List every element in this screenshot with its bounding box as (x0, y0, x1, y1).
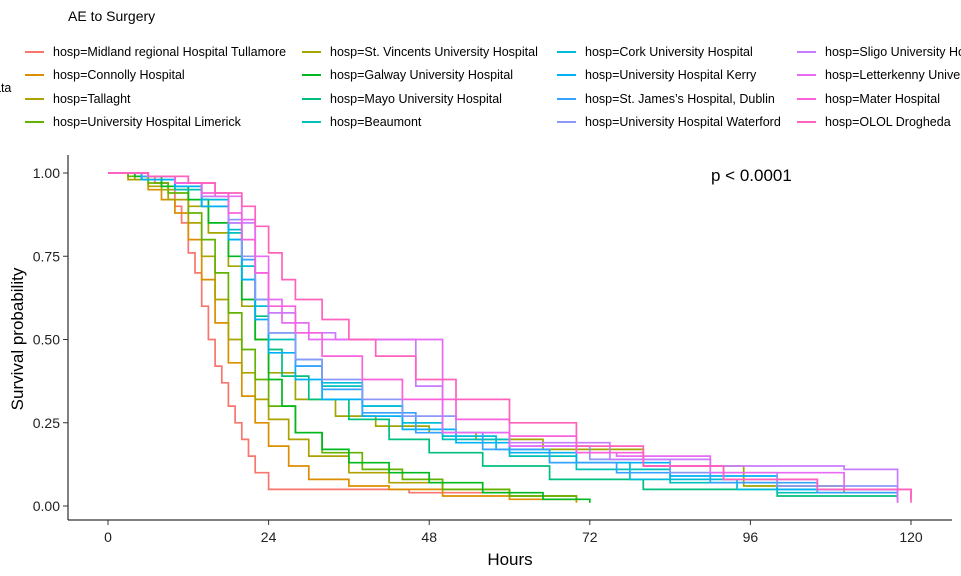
legend-label: hosp=OLOL Drogheda (825, 115, 951, 129)
survival-curve (108, 172, 578, 503)
x-tick-label: 120 (899, 529, 923, 545)
x-tick-label: 48 (421, 529, 437, 545)
y-tick-label: 0.75 (33, 248, 60, 264)
survival-curve (108, 172, 578, 500)
legend-label: hosp=St. Vincents University Hospital (330, 45, 538, 59)
y-axis-label: Survival probability (8, 267, 27, 410)
legend-label: hosp=Tallaght (53, 92, 131, 106)
y-tick-label: 0.00 (33, 498, 60, 514)
legend-label: hosp=Mater Hospital (825, 92, 940, 106)
survival-curve (108, 172, 591, 503)
legend-item: hosp=Sligo University Hospital (797, 45, 961, 59)
x-tick-label: 0 (104, 529, 112, 545)
legend-title: AE to Surgery (68, 8, 155, 24)
x-axis-label: Hours (487, 550, 532, 569)
legend-item: hosp=OLOL Drogheda (797, 115, 951, 129)
legend-item: hosp=Mayo University Hospital (302, 92, 502, 106)
legend-label: hosp=Letterkenny University Hospital (825, 68, 961, 82)
legend-item: hosp=Cork University Hospital (557, 45, 753, 59)
x-tick-label: 96 (743, 529, 759, 545)
legend-label: hosp=Connolly Hospital (53, 68, 185, 82)
survival-curve (108, 172, 899, 500)
survival-curve (108, 172, 899, 500)
survival-curves (108, 172, 912, 503)
legend-item: hosp=Beaumont (302, 115, 422, 129)
legend-item: hosp=Tallaght (25, 92, 131, 106)
legend-item: hosp=University Hospital Waterford (557, 115, 781, 129)
legend-label: hosp=St. James’s Hospital, Dublin (585, 92, 775, 106)
legend-item: hosp=St. James’s Hospital, Dublin (557, 92, 775, 106)
legend: hosp=Midland regional Hospital Tullamore… (25, 45, 961, 129)
legend-label: hosp=University Hospital Kerry (585, 68, 757, 82)
p-value-annotation: p < 0.0001 (711, 166, 792, 185)
legend-label: hosp=University Hospital Waterford (585, 115, 781, 129)
y-axis-ticks: 0.00 0.25 0.50 0.75 1.00 (33, 165, 68, 514)
x-tick-label: 24 (261, 529, 277, 545)
survival-curve (108, 172, 578, 500)
survival-curve (108, 172, 845, 493)
x-axis-ticks: 0 24 48 72 96 120 (104, 520, 923, 545)
legend-item: hosp=Connolly Hospital (25, 68, 185, 82)
legend-item: hosp=Mater Hospital (797, 92, 940, 106)
legend-label: hosp=University Hospital Limerick (53, 115, 242, 129)
legend-item: hosp=Midland regional Hospital Tullamore (25, 45, 286, 59)
x-tick-label: 72 (582, 529, 598, 545)
legend-label: hosp=Mayo University Hospital (330, 92, 502, 106)
survival-curve (108, 172, 899, 500)
survival-curve (108, 172, 899, 500)
legend-item: hosp=University Hospital Kerry (557, 68, 757, 82)
legend-item: hosp=Letterkenny University Hospital (797, 68, 961, 82)
legend-label: hosp=Midland regional Hospital Tullamore (53, 45, 286, 59)
survival-curve (108, 172, 912, 503)
legend-item: hosp=Galway University Hospital (302, 68, 513, 82)
legend-item: hosp=University Hospital Limerick (25, 115, 242, 129)
plot-area: 0 24 48 72 96 120 0.00 0.25 0.50 0.75 1.00 (33, 155, 952, 545)
survival-curve (108, 172, 899, 500)
legend-label: hosp=Cork University Hospital (585, 45, 753, 59)
legend-label: hosp=Beaumont (330, 115, 422, 129)
legend-item: hosp=St. Vincents University Hospital (302, 45, 538, 59)
legend-label: hosp=Sligo University Hospital (825, 45, 961, 59)
y-tick-label: 1.00 (33, 165, 60, 181)
legend-label: hosp=Galway University Hospital (330, 68, 513, 82)
legend-left-fragment: ata (0, 81, 11, 95)
survival-curve (108, 172, 899, 500)
y-tick-label: 0.25 (33, 415, 60, 431)
y-tick-label: 0.50 (33, 332, 60, 348)
